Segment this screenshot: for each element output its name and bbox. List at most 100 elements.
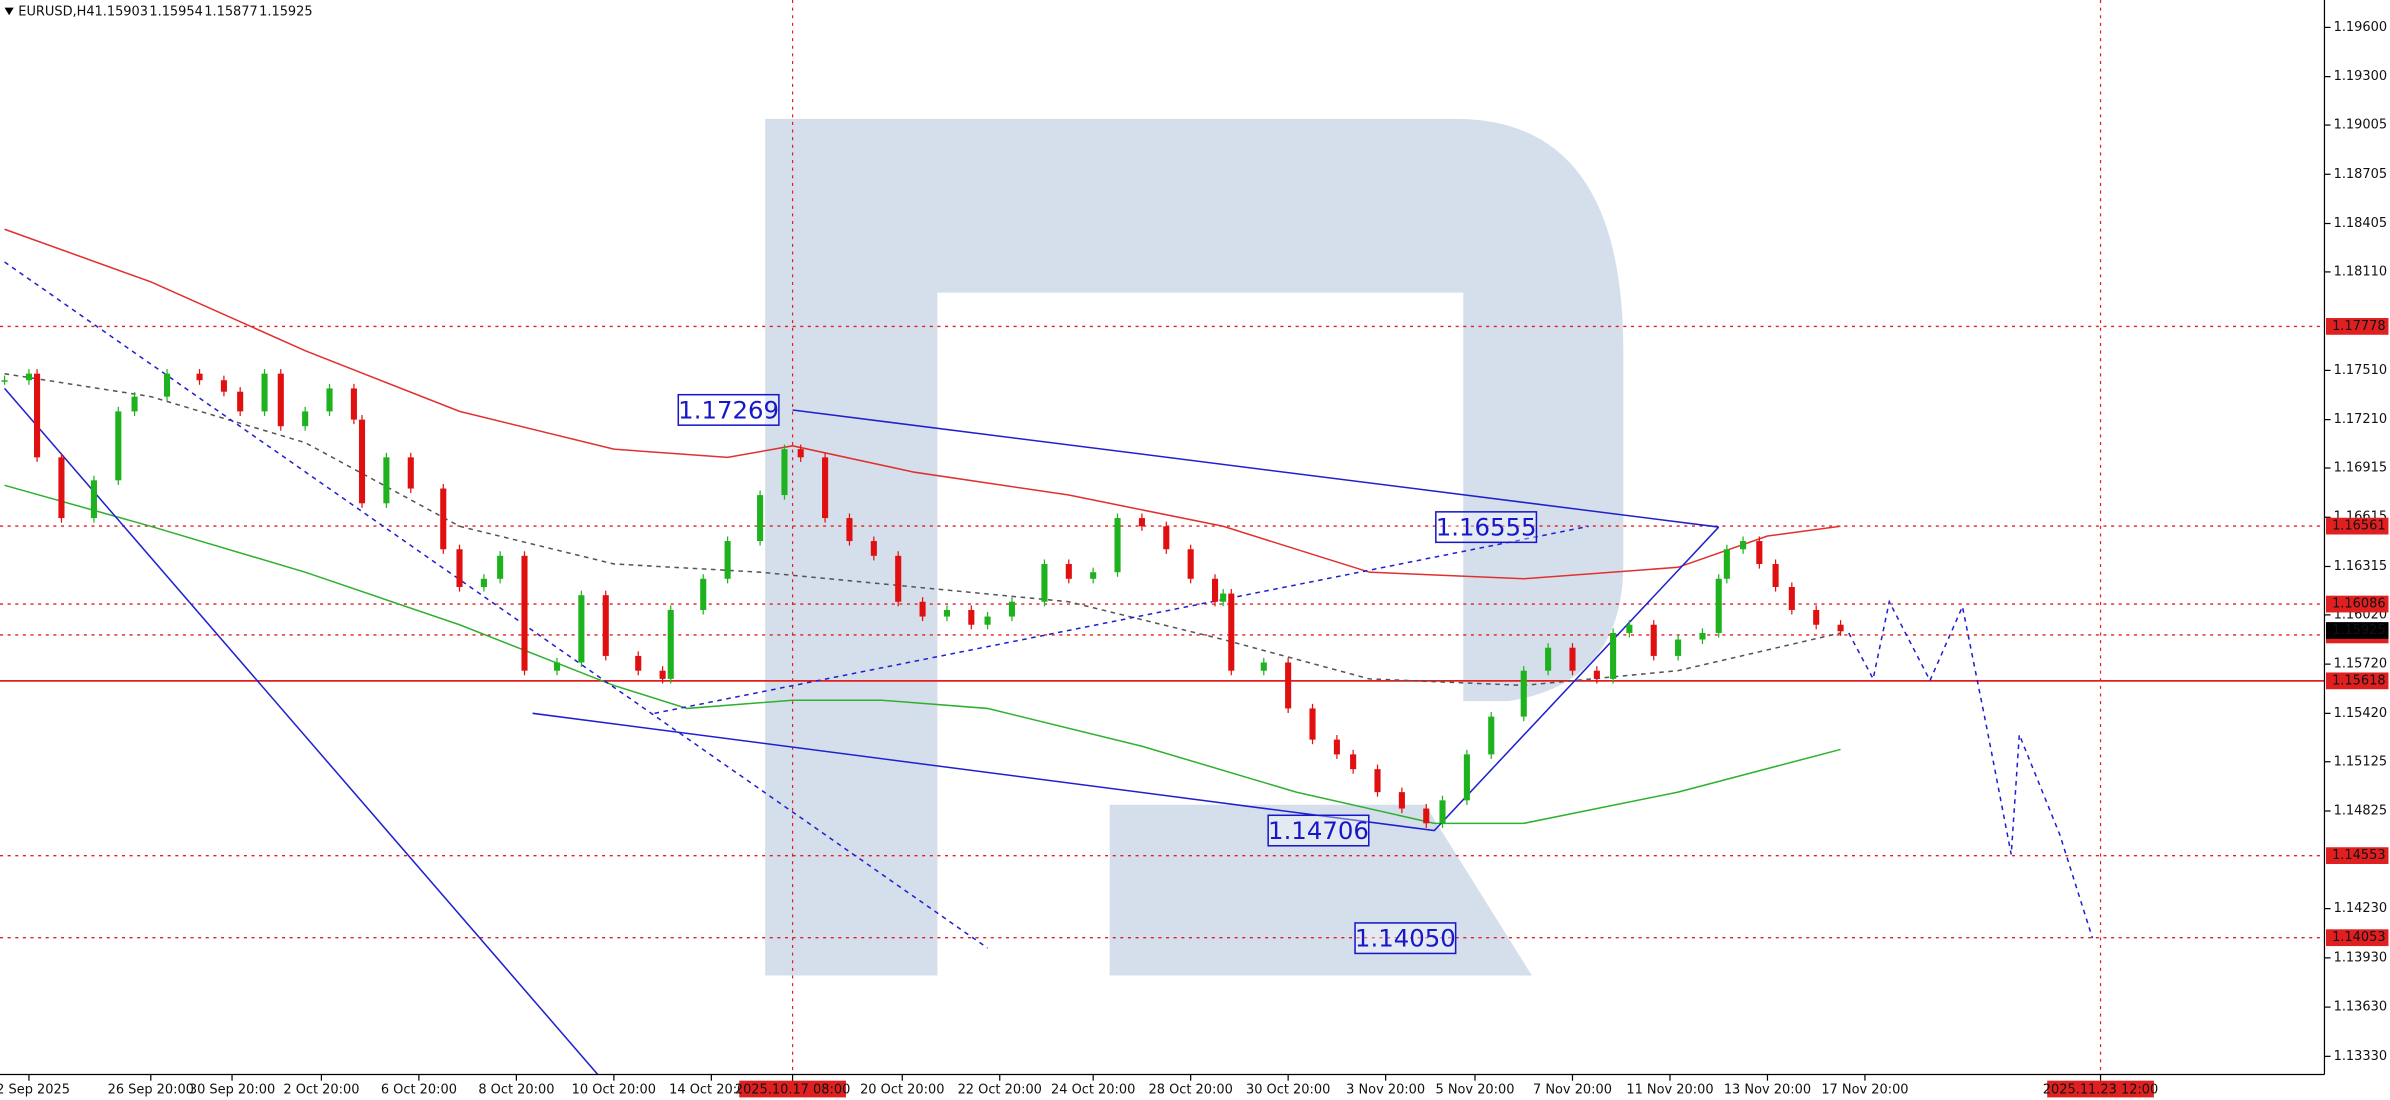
candle-body <box>383 457 390 504</box>
x-tick-label: 22 Sep 2025 <box>0 1082 70 1097</box>
annotation-box <box>1435 511 1538 544</box>
candle-body <box>1610 632 1617 679</box>
ohlc-open: 1.15903 <box>95 5 149 20</box>
annotation-label: 1.17269 <box>678 395 779 424</box>
candle-body <box>1520 670 1527 717</box>
price-level-tag <box>2325 847 2389 865</box>
x-tick-highlight <box>739 1080 846 1098</box>
candle-body <box>1228 593 1235 671</box>
y-tick-label: 1.15420 <box>2334 706 2388 721</box>
y-tick-label: 1.19300 <box>2334 69 2388 84</box>
candle-body <box>164 373 171 397</box>
candle-body <box>700 578 707 610</box>
y-tick-label: 1.14230 <box>2334 901 2388 916</box>
candle-body <box>497 555 504 579</box>
price-level-tag <box>2325 517 2389 535</box>
overlay-line <box>4 484 1841 825</box>
candle-body <box>1788 586 1795 610</box>
candle-body <box>58 457 65 519</box>
candle-body <box>724 541 731 579</box>
candle-body <box>407 457 414 489</box>
y-tick-label: 1.19600 <box>2334 20 2388 35</box>
last-price-label: 1.15925 <box>2332 623 2386 638</box>
x-tick-label: 2025.10.17 08:00 <box>735 1082 850 1097</box>
candle-body <box>131 396 138 412</box>
x-tick-highlight <box>2047 1080 2154 1098</box>
x-tick-label: 20 Oct 20:00 <box>860 1082 944 1097</box>
candle-body <box>521 555 528 671</box>
y-tick-label: 1.18705 <box>2334 167 2388 182</box>
candle-body <box>440 488 447 550</box>
x-tick-label: 28 Oct 20:00 <box>1148 1082 1232 1097</box>
candle-body <box>90 480 97 519</box>
candle-body <box>968 609 975 625</box>
candle-body <box>277 373 284 427</box>
watermark <box>765 118 1624 976</box>
y-tick-label: 1.16315 <box>2334 559 2388 574</box>
annotation-label: 1.14706 <box>1268 816 1369 845</box>
candle-body <box>659 670 666 679</box>
y-tick-label: 1.17210 <box>2334 412 2388 427</box>
candle-body <box>326 388 333 412</box>
x-tick-label: 22 Oct 20:00 <box>958 1082 1042 1097</box>
candle-body <box>1593 670 1600 679</box>
candle-body <box>1350 754 1357 770</box>
plot-layer: 1.17269 1.16555 1.14706 1.14050 <box>0 0 2325 1075</box>
x-tick-label: 10 Oct 20:00 <box>572 1082 656 1097</box>
candle-body <box>1488 716 1495 755</box>
candle-body <box>1439 800 1446 824</box>
candle-body <box>781 449 788 496</box>
candle-body <box>220 380 227 392</box>
candle-body <box>1333 739 1340 755</box>
candle-body <box>34 373 41 458</box>
ohlc-close: 1.15925 <box>259 5 313 20</box>
y-tick-label: 1.17510 <box>2334 363 2388 378</box>
candle-body <box>1211 578 1219 602</box>
x-tick-label: 14 Oct 20:00 <box>669 1082 753 1097</box>
candle-body <box>1187 549 1194 579</box>
candle-body <box>1163 526 1170 550</box>
price-level-label: 1.15618 <box>2332 673 2386 688</box>
x-tick-label: 17 Nov 20:00 <box>1821 1082 1908 1097</box>
y-tick-label: 1.13930 <box>2334 950 2388 965</box>
ohlc-high: 1.15954 <box>149 5 203 20</box>
x-tick-label: 26 Sep 20:00 <box>108 1082 194 1097</box>
candle-body <box>553 662 561 671</box>
price-level-tag <box>2325 318 2389 335</box>
x-tick-label: 30 Sep 20:00 <box>189 1082 275 1097</box>
x-tick-label: 13 Nov 20:00 <box>1724 1082 1811 1097</box>
candle-body <box>1114 518 1121 573</box>
candle-body <box>1545 647 1552 671</box>
price-level-label: 1.14053 <box>2332 930 2386 945</box>
candle-body <box>1675 639 1682 656</box>
price-level-tag <box>2325 595 2389 613</box>
overlay-line <box>792 409 1719 528</box>
overlay-line <box>532 526 1720 832</box>
watermark-r <box>765 118 1624 976</box>
candle-body <box>822 457 829 519</box>
ohlc-low: 1.15877 <box>204 5 258 20</box>
candle-body <box>1309 708 1316 740</box>
candle-body <box>1138 518 1145 527</box>
candle-body <box>1723 549 1730 579</box>
candle-body <box>1740 541 1747 550</box>
candle-body <box>1398 792 1405 809</box>
annotation-box <box>1354 922 1457 955</box>
x-tick-label: 5 Nov 20:00 <box>1435 1082 1514 1097</box>
price-level-label: 1.16561 <box>2332 519 2386 534</box>
symbol-menu-arrow[interactable] <box>4 7 14 16</box>
y-tick-label: 1.13330 <box>2334 1049 2388 1064</box>
candle-body <box>895 555 902 602</box>
x-tick-label: 24 Oct 20:00 <box>1051 1082 1135 1097</box>
last-price-tag <box>2325 622 2389 639</box>
candle-body <box>1626 624 1633 633</box>
y-tick-label: 1.19005 <box>2334 118 2388 133</box>
candle-body <box>1569 647 1576 671</box>
candle-body <box>1260 662 1267 671</box>
overlay-line <box>1848 599 2094 939</box>
x-tick-label: 30 Oct 20:00 <box>1246 1082 1330 1097</box>
candle-body <box>1715 578 1722 633</box>
candle-body <box>602 595 609 656</box>
